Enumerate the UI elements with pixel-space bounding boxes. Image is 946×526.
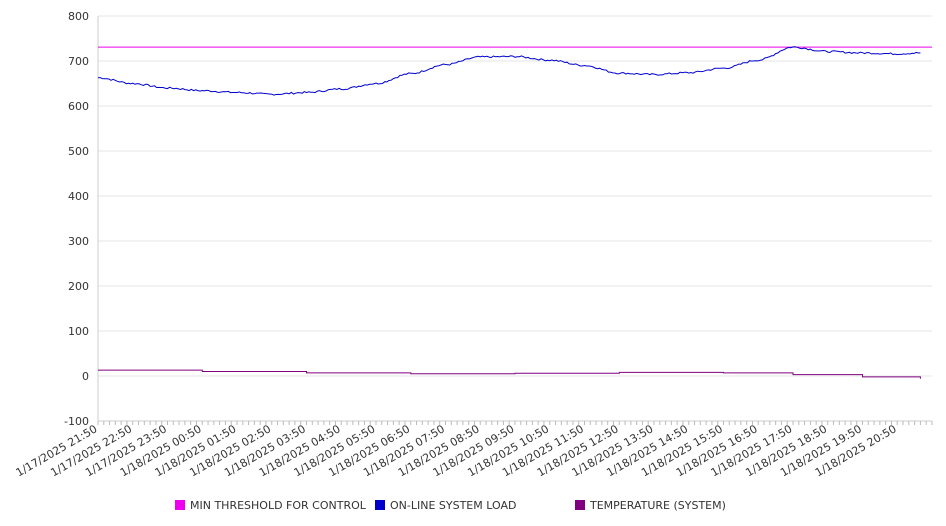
legend: MIN THRESHOLD FOR CONTROL ON-LINE SYSTEM… bbox=[0, 497, 946, 515]
y-tick-label: 200 bbox=[68, 280, 89, 293]
y-axis-ticks: -100 0 100 200 300 400 500 600 700 800 bbox=[64, 10, 89, 428]
y-tick-label: 0 bbox=[82, 370, 89, 383]
series-line-temperature-system bbox=[98, 369, 921, 379]
legend-label-temperature: TEMPERATURE (SYSTEM) bbox=[590, 498, 726, 512]
legend-item-system-load: ON-LINE SYSTEM LOAD bbox=[375, 497, 516, 513]
legend-item-temperature: TEMPERATURE (SYSTEM) bbox=[575, 497, 726, 513]
y-tick-label: 600 bbox=[68, 100, 89, 113]
y-tick-label: 100 bbox=[68, 325, 89, 338]
legend-swatch-temperature bbox=[575, 500, 585, 510]
legend-label-system-load: ON-LINE SYSTEM LOAD bbox=[390, 498, 517, 512]
y-tick-label: 300 bbox=[68, 235, 89, 248]
legend-label-min-threshold: MIN THRESHOLD FOR CONTROL bbox=[190, 498, 366, 512]
legend-swatch-min-threshold bbox=[175, 500, 185, 510]
y-tick-label: 400 bbox=[68, 190, 89, 203]
y-tick-label: 700 bbox=[68, 55, 89, 68]
y-tick-label: 500 bbox=[68, 145, 89, 158]
axes bbox=[97, 16, 933, 425]
y-tick-label: 800 bbox=[68, 10, 89, 23]
legend-item-min-threshold: MIN THRESHOLD FOR CONTROL bbox=[175, 497, 366, 513]
series-lines bbox=[97, 46, 932, 379]
legend-swatch-system-load bbox=[375, 500, 385, 510]
y-tick-label: -100 bbox=[64, 415, 89, 428]
series-line-on-line-system-load bbox=[97, 46, 921, 96]
x-axis-ticks: 1/17/2025 21:501/17/2025 22:501/17/2025 … bbox=[14, 422, 899, 479]
grid-lines bbox=[98, 15, 932, 422]
